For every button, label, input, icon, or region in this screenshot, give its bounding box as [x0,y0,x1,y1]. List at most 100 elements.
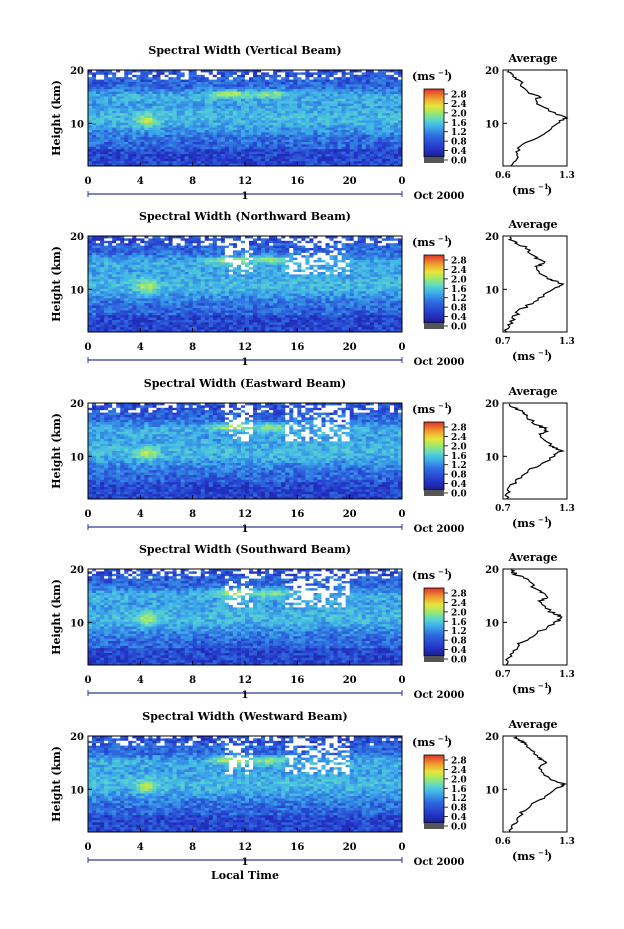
heatmap-cell [309,258,313,261]
heatmap-cell [120,111,124,114]
heatmap-cell [136,120,140,123]
heatmap-cell [233,277,237,280]
heatmap-cell [269,258,273,261]
heatmap-cell [181,284,185,287]
heatmap-cell [358,255,362,258]
heatmap-cell [378,144,382,147]
heatmap-cell [293,154,297,157]
heatmap-cell [201,92,205,95]
heatmap-cell [169,94,173,97]
heatmap-cell [148,92,152,95]
heatmap-cell [309,77,313,80]
heatmap-cell [152,154,156,157]
heatmap-cell [217,94,221,97]
heatmap-cell [148,159,152,162]
heatmap-cell [136,137,140,140]
heatmap-cell [289,274,293,277]
heatmap-cell [120,130,124,133]
heatmap-cell [193,147,197,150]
heatmap-cell [132,277,136,280]
heatmap-cell [177,101,181,104]
heatmap-cell [225,265,229,268]
heatmap-cell [273,248,277,251]
heatmap-cell [128,113,132,116]
heatmap-cell [193,125,197,128]
heatmap-cell [394,267,398,270]
heatmap-cell [249,94,253,97]
heatmap-cell [350,154,354,157]
heatmap-cell [229,274,233,277]
heatmap-cell [88,113,92,116]
heatmap-cell [317,265,321,268]
heatmap-cell [394,265,398,268]
heatmap-cell [116,135,120,138]
heatmap-cell [209,289,213,292]
heatmap-cell [245,255,249,258]
heatmap-cell [281,265,285,268]
heatmap-cell [225,75,229,78]
heatmap-cell [225,130,229,133]
heatmap-cell [201,82,205,85]
heatmap-cell [386,99,390,102]
heatmap-cell [209,137,213,140]
heatmap-cell [354,111,358,114]
heatmap-cell [104,75,108,78]
heatmap-cell [217,282,221,285]
heatmap-cell [229,125,233,128]
heatmap-cell [342,94,346,97]
heatmap-cell [241,144,245,147]
heatmap-cell [309,238,313,241]
heatmap-cell [221,144,225,147]
heatmap-cell [217,253,221,256]
heatmap-cell [330,72,334,75]
heatmap-cell [386,265,390,268]
heatmap-cell [237,277,241,280]
heatmap-cell [338,128,342,131]
heatmap-cell [144,291,148,294]
heatmap-cell [285,255,289,258]
heatmap-cell [277,140,281,143]
heatmap-cell [120,289,124,292]
heatmap-cell [370,123,374,126]
heatmap-cell [257,92,261,95]
heatmap-cell [321,82,325,85]
heatmap-cell [233,106,237,109]
heatmap-cell [225,274,229,277]
heatmap-cell [173,274,177,277]
heatmap-cell [181,77,185,80]
heatmap-cell [317,123,321,126]
heatmap-cell [177,89,181,92]
heatmap-cell [277,265,281,268]
heatmap-cell [362,159,366,162]
heatmap-cell [313,92,317,95]
heatmap-cell [197,282,201,285]
heatmap-cell [136,72,140,75]
heatmap-cell [257,161,261,164]
heatmap-cell [173,270,177,273]
heatmap-cell [104,113,108,116]
heatmap-cell [229,94,233,97]
heatmap-cell [116,116,120,119]
heatmap-cell [277,289,281,292]
heatmap-cell [189,125,193,128]
heatmap-cell [237,272,241,275]
heatmap-cell [277,106,281,109]
heatmap-cell [132,286,136,289]
heatmap-cell [217,260,221,263]
heatmap-cell [277,75,281,78]
heatmap-cell [301,89,305,92]
heatmap-cell [350,132,354,135]
heatmap-cell [160,82,164,85]
heatmap-cell [225,137,229,140]
heatmap-cell [281,132,285,135]
heatmap-cell [293,75,297,78]
heatmap-cell [108,137,112,140]
heatmap-cell [358,130,362,133]
heatmap-cell [269,142,273,145]
heatmap-cell [104,96,108,99]
heatmap-cell [209,286,213,289]
heatmap-cell [285,253,289,256]
heatmap-cell [112,238,116,241]
heatmap-cell [181,255,185,258]
heatmap-cell [245,238,249,241]
